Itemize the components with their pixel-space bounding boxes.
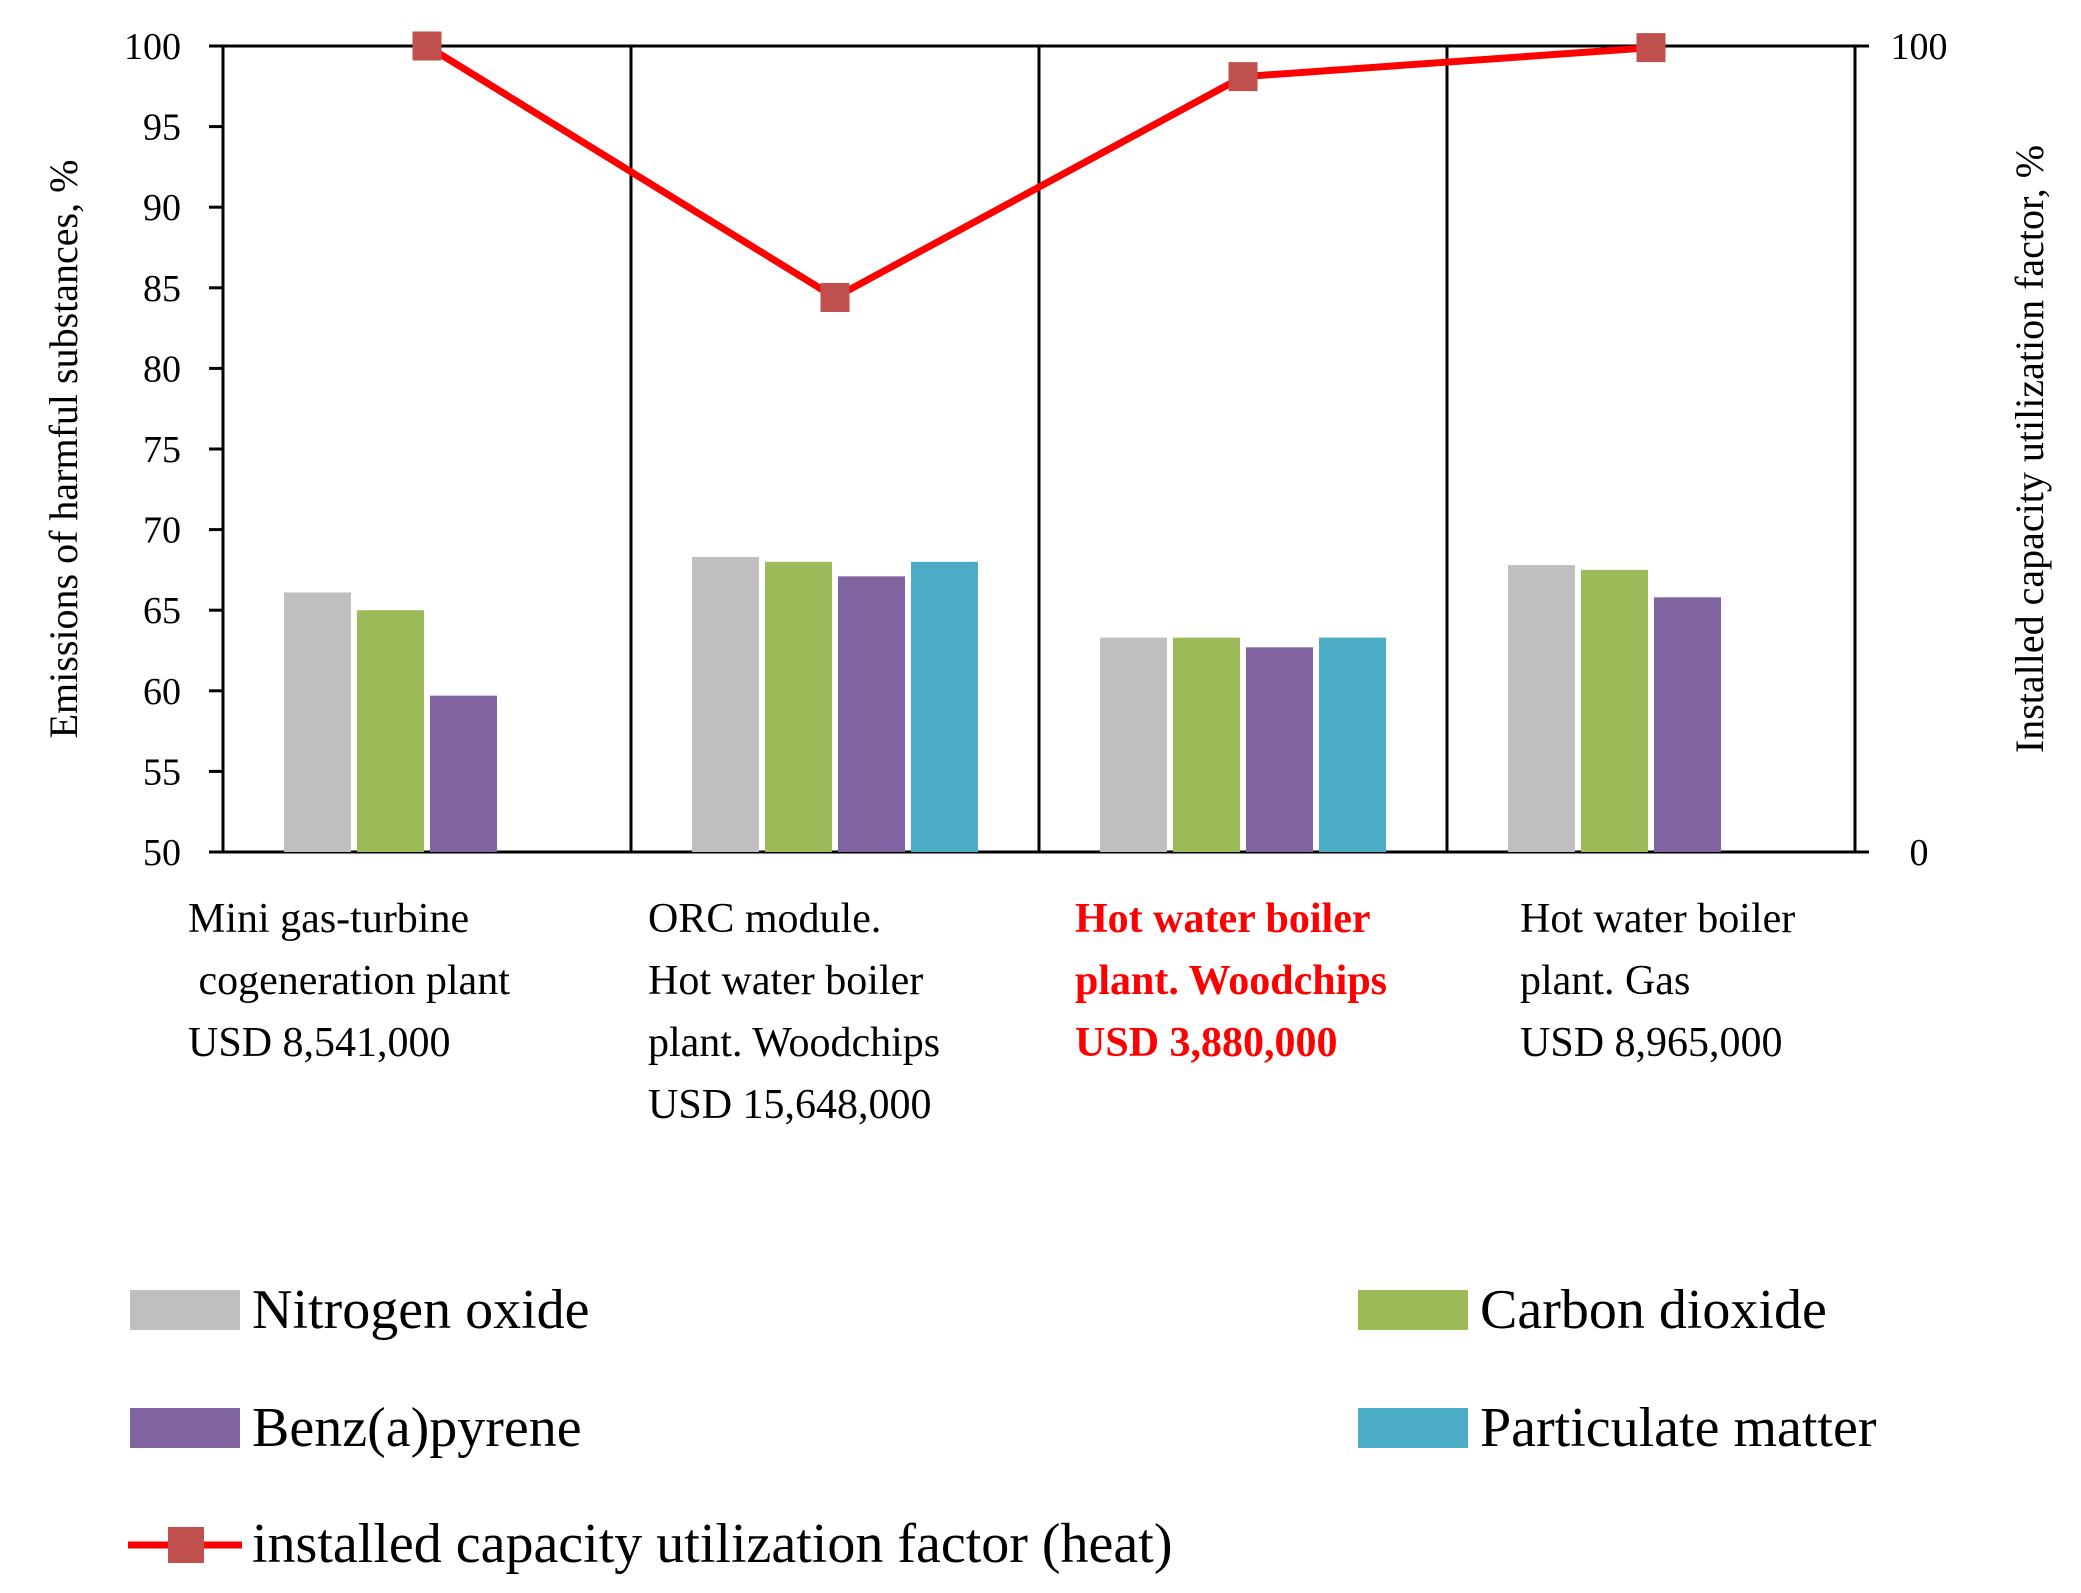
category-label: Mini gas-turbine xyxy=(188,896,469,942)
legend-label: Benz(a)pyrene xyxy=(252,1397,582,1459)
y-tick-label: 55 xyxy=(143,751,181,793)
plot-area xyxy=(209,31,1869,854)
bar-benz-a-pyrene xyxy=(1246,647,1313,852)
y2-axis-title: Installed capacity utilization factor, % xyxy=(2007,145,2052,753)
legend-label: Nitrogen oxide xyxy=(252,1279,589,1341)
category-label: Hot water boiler xyxy=(648,958,923,1004)
legend-swatch xyxy=(1358,1408,1468,1448)
bar-particulate-matter xyxy=(911,561,978,852)
category-label: plant. Woodchips xyxy=(648,1020,940,1066)
bar-benz-a-pyrene xyxy=(838,576,905,852)
legend-label: Particulate matter xyxy=(1480,1397,1877,1459)
category-label: cogeneration plant xyxy=(188,958,510,1004)
bar-carbon-dioxide xyxy=(357,610,424,852)
y-tick-label: 70 xyxy=(143,510,181,552)
category-label: USD 8,541,000 xyxy=(188,1020,451,1066)
bar-benz-a-pyrene xyxy=(1654,597,1721,852)
legend-marker-swatch xyxy=(168,1527,204,1563)
bar-benz-a-pyrene xyxy=(430,695,497,852)
category-label: Hot water boiler xyxy=(1520,896,1795,942)
y-tick-label: 75 xyxy=(143,429,181,471)
y-tick-label: 50 xyxy=(143,832,181,874)
bar-carbon-dioxide xyxy=(1581,569,1648,852)
legend-swatch xyxy=(1358,1290,1468,1330)
y-tick-label: 100 xyxy=(124,26,181,68)
bar-nitrogen-oxide xyxy=(1100,637,1167,852)
utilization-marker xyxy=(1636,33,1666,63)
y-tick-label: 80 xyxy=(143,348,181,390)
category-label: plant. Gas xyxy=(1520,958,1690,1004)
legend-label: Carbon dioxide xyxy=(1480,1279,1827,1341)
category-label: plant. Woodchips xyxy=(1075,958,1387,1004)
category-label: USD 3,880,000 xyxy=(1075,1020,1338,1066)
bar-carbon-dioxide xyxy=(1173,637,1240,852)
legend: Nitrogen oxide Carbon dioxide Benz(a)pyren… xyxy=(128,1279,1877,1575)
bar-nitrogen-oxide xyxy=(692,557,759,852)
y-tick-label: 90 xyxy=(143,187,181,229)
utilization-marker xyxy=(1228,62,1258,92)
y-tick-label: 95 xyxy=(143,107,181,149)
y-axis-title: Emissions of harmful substances, % xyxy=(41,160,86,739)
category-label: Hot water boiler xyxy=(1075,896,1370,942)
y2-tick-label: 0 xyxy=(1910,832,1929,874)
legend-swatch xyxy=(130,1290,240,1330)
category-label: USD 8,965,000 xyxy=(1520,1020,1783,1066)
y-tick-label: 85 xyxy=(143,268,181,310)
bar-particulate-matter xyxy=(1319,637,1386,852)
category-label: ORC module. xyxy=(648,896,881,942)
bar-nitrogen-oxide xyxy=(1508,565,1575,852)
bar-nitrogen-oxide xyxy=(284,592,351,852)
y2-tick-label: 100 xyxy=(1891,26,1948,68)
utilization-marker xyxy=(412,31,442,61)
y-tick-label: 65 xyxy=(143,590,181,632)
y-tick-label: 60 xyxy=(143,671,181,713)
legend-label: installed capacity utilization factor (h… xyxy=(252,1513,1172,1575)
chart-labels: 50 55 60 65 70 75 80 85 90 95 100 0 100 Emissions of … xyxy=(41,26,2052,1128)
utilization-line xyxy=(425,43,1652,301)
category-label: USD 15,648,000 xyxy=(648,1082,932,1128)
legend-swatch xyxy=(130,1408,240,1448)
utilization-marker xyxy=(820,282,850,312)
bar-carbon-dioxide xyxy=(765,561,832,852)
